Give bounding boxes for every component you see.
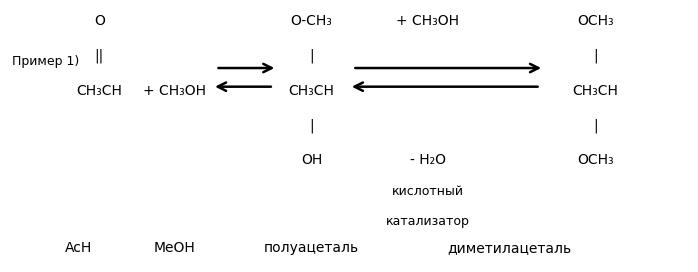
Text: ||: || (95, 49, 104, 63)
Text: OCH₃: OCH₃ (577, 153, 614, 167)
Text: |: | (309, 118, 313, 132)
Text: |: | (309, 49, 313, 63)
Text: OH: OH (301, 153, 322, 167)
Text: CH₃CH: CH₃CH (288, 84, 334, 98)
Text: диметилацеталь: диметилацеталь (447, 241, 572, 255)
Text: полуацеталь: полуацеталь (264, 241, 359, 255)
Text: + CH₃OH: + CH₃OH (396, 14, 459, 28)
Text: |: | (593, 118, 597, 132)
Text: |: | (593, 49, 597, 63)
Text: MeOH: MeOH (154, 241, 195, 255)
Text: OCH₃: OCH₃ (577, 14, 614, 28)
Text: + CH₃OH: + CH₃OH (143, 84, 206, 98)
Text: катализатор: катализатор (386, 215, 470, 228)
Text: AcH: AcH (65, 241, 92, 255)
Text: CH₃CH: CH₃CH (572, 84, 618, 98)
Text: O-CH₃: O-CH₃ (290, 14, 332, 28)
Text: O: O (94, 14, 105, 28)
Text: Пример 1): Пример 1) (13, 55, 80, 68)
Text: - H₂O: - H₂O (410, 153, 445, 167)
Text: кислотный: кислотный (392, 186, 463, 199)
Text: CH₃CH: CH₃CH (76, 84, 122, 98)
